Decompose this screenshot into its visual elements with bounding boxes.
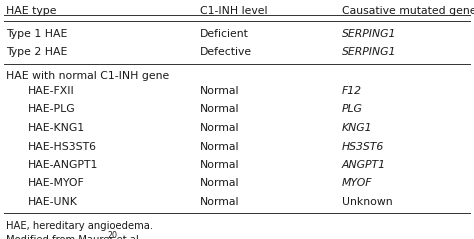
Text: HAE-HS3ST6: HAE-HS3ST6 xyxy=(28,141,97,152)
Text: SERPING1: SERPING1 xyxy=(342,28,396,38)
Text: Normal: Normal xyxy=(200,179,239,189)
Text: Normal: Normal xyxy=(200,160,239,170)
Text: HAE, hereditary angioedema.: HAE, hereditary angioedema. xyxy=(6,221,153,231)
Text: MYOF: MYOF xyxy=(342,179,373,189)
Text: HAE with normal C1-INH gene: HAE with normal C1-INH gene xyxy=(6,71,169,81)
Text: HAE-FXII: HAE-FXII xyxy=(28,86,75,96)
Text: F12: F12 xyxy=(342,86,362,96)
Text: Unknown: Unknown xyxy=(342,197,392,207)
Text: Normal: Normal xyxy=(200,104,239,114)
Text: HAE-UNK: HAE-UNK xyxy=(28,197,78,207)
Text: HAE type: HAE type xyxy=(6,6,56,16)
Text: Causative mutated gene: Causative mutated gene xyxy=(342,6,474,16)
Text: KNG1: KNG1 xyxy=(342,123,373,133)
Text: Deficient: Deficient xyxy=(200,28,249,38)
Text: HAE-KNG1: HAE-KNG1 xyxy=(28,123,85,133)
Text: HS3ST6: HS3ST6 xyxy=(342,141,384,152)
Text: Normal: Normal xyxy=(200,141,239,152)
Text: SERPING1: SERPING1 xyxy=(342,47,396,57)
Text: Normal: Normal xyxy=(200,123,239,133)
Text: C1-INH level: C1-INH level xyxy=(200,6,267,16)
Text: 20: 20 xyxy=(107,231,117,239)
Text: Type 2 HAE: Type 2 HAE xyxy=(6,47,67,57)
Text: HAE-MYOF: HAE-MYOF xyxy=(28,179,85,189)
Text: HAE-ANGPT1: HAE-ANGPT1 xyxy=(28,160,99,170)
Text: HAE-PLG: HAE-PLG xyxy=(28,104,76,114)
Text: PLG: PLG xyxy=(342,104,363,114)
Text: Modified from Maurer et al.: Modified from Maurer et al. xyxy=(6,235,142,239)
Text: ANGPT1: ANGPT1 xyxy=(342,160,386,170)
Text: Normal: Normal xyxy=(200,197,239,207)
Text: Defective: Defective xyxy=(200,47,252,57)
Text: Type 1 HAE: Type 1 HAE xyxy=(6,28,67,38)
Text: Normal: Normal xyxy=(200,86,239,96)
